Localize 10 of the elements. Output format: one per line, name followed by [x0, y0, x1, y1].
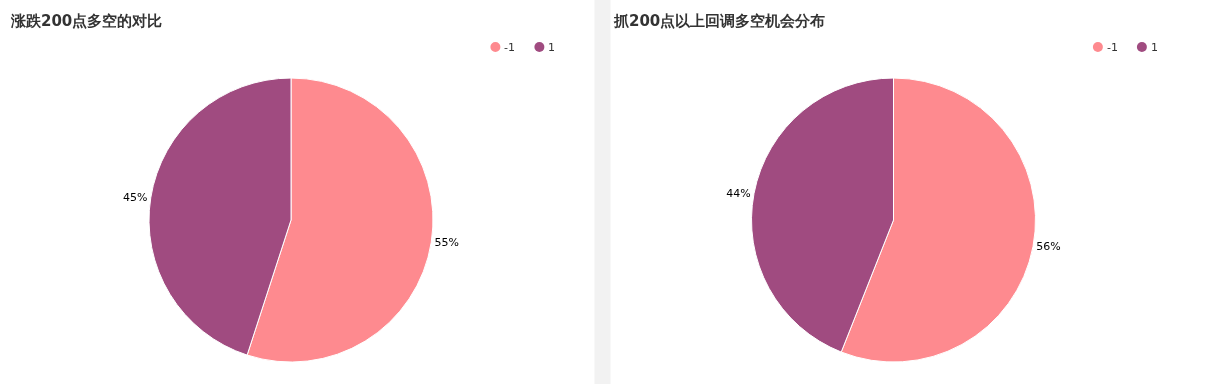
- legend-label: -1: [504, 41, 515, 54]
- legend-label: 1: [1151, 41, 1158, 54]
- legend-label: 1: [548, 41, 555, 54]
- data-label: 45%: [123, 191, 148, 205]
- legend-label: -1: [1107, 41, 1118, 54]
- data-label: 55%: [434, 235, 459, 249]
- chart-title: 抓200点以上回调多空机会分布: [613, 12, 826, 30]
- data-label: 44%: [726, 186, 751, 200]
- chart-title: 涨跌200点多空的对比: [10, 12, 163, 30]
- data-label: 56%: [1036, 240, 1061, 254]
